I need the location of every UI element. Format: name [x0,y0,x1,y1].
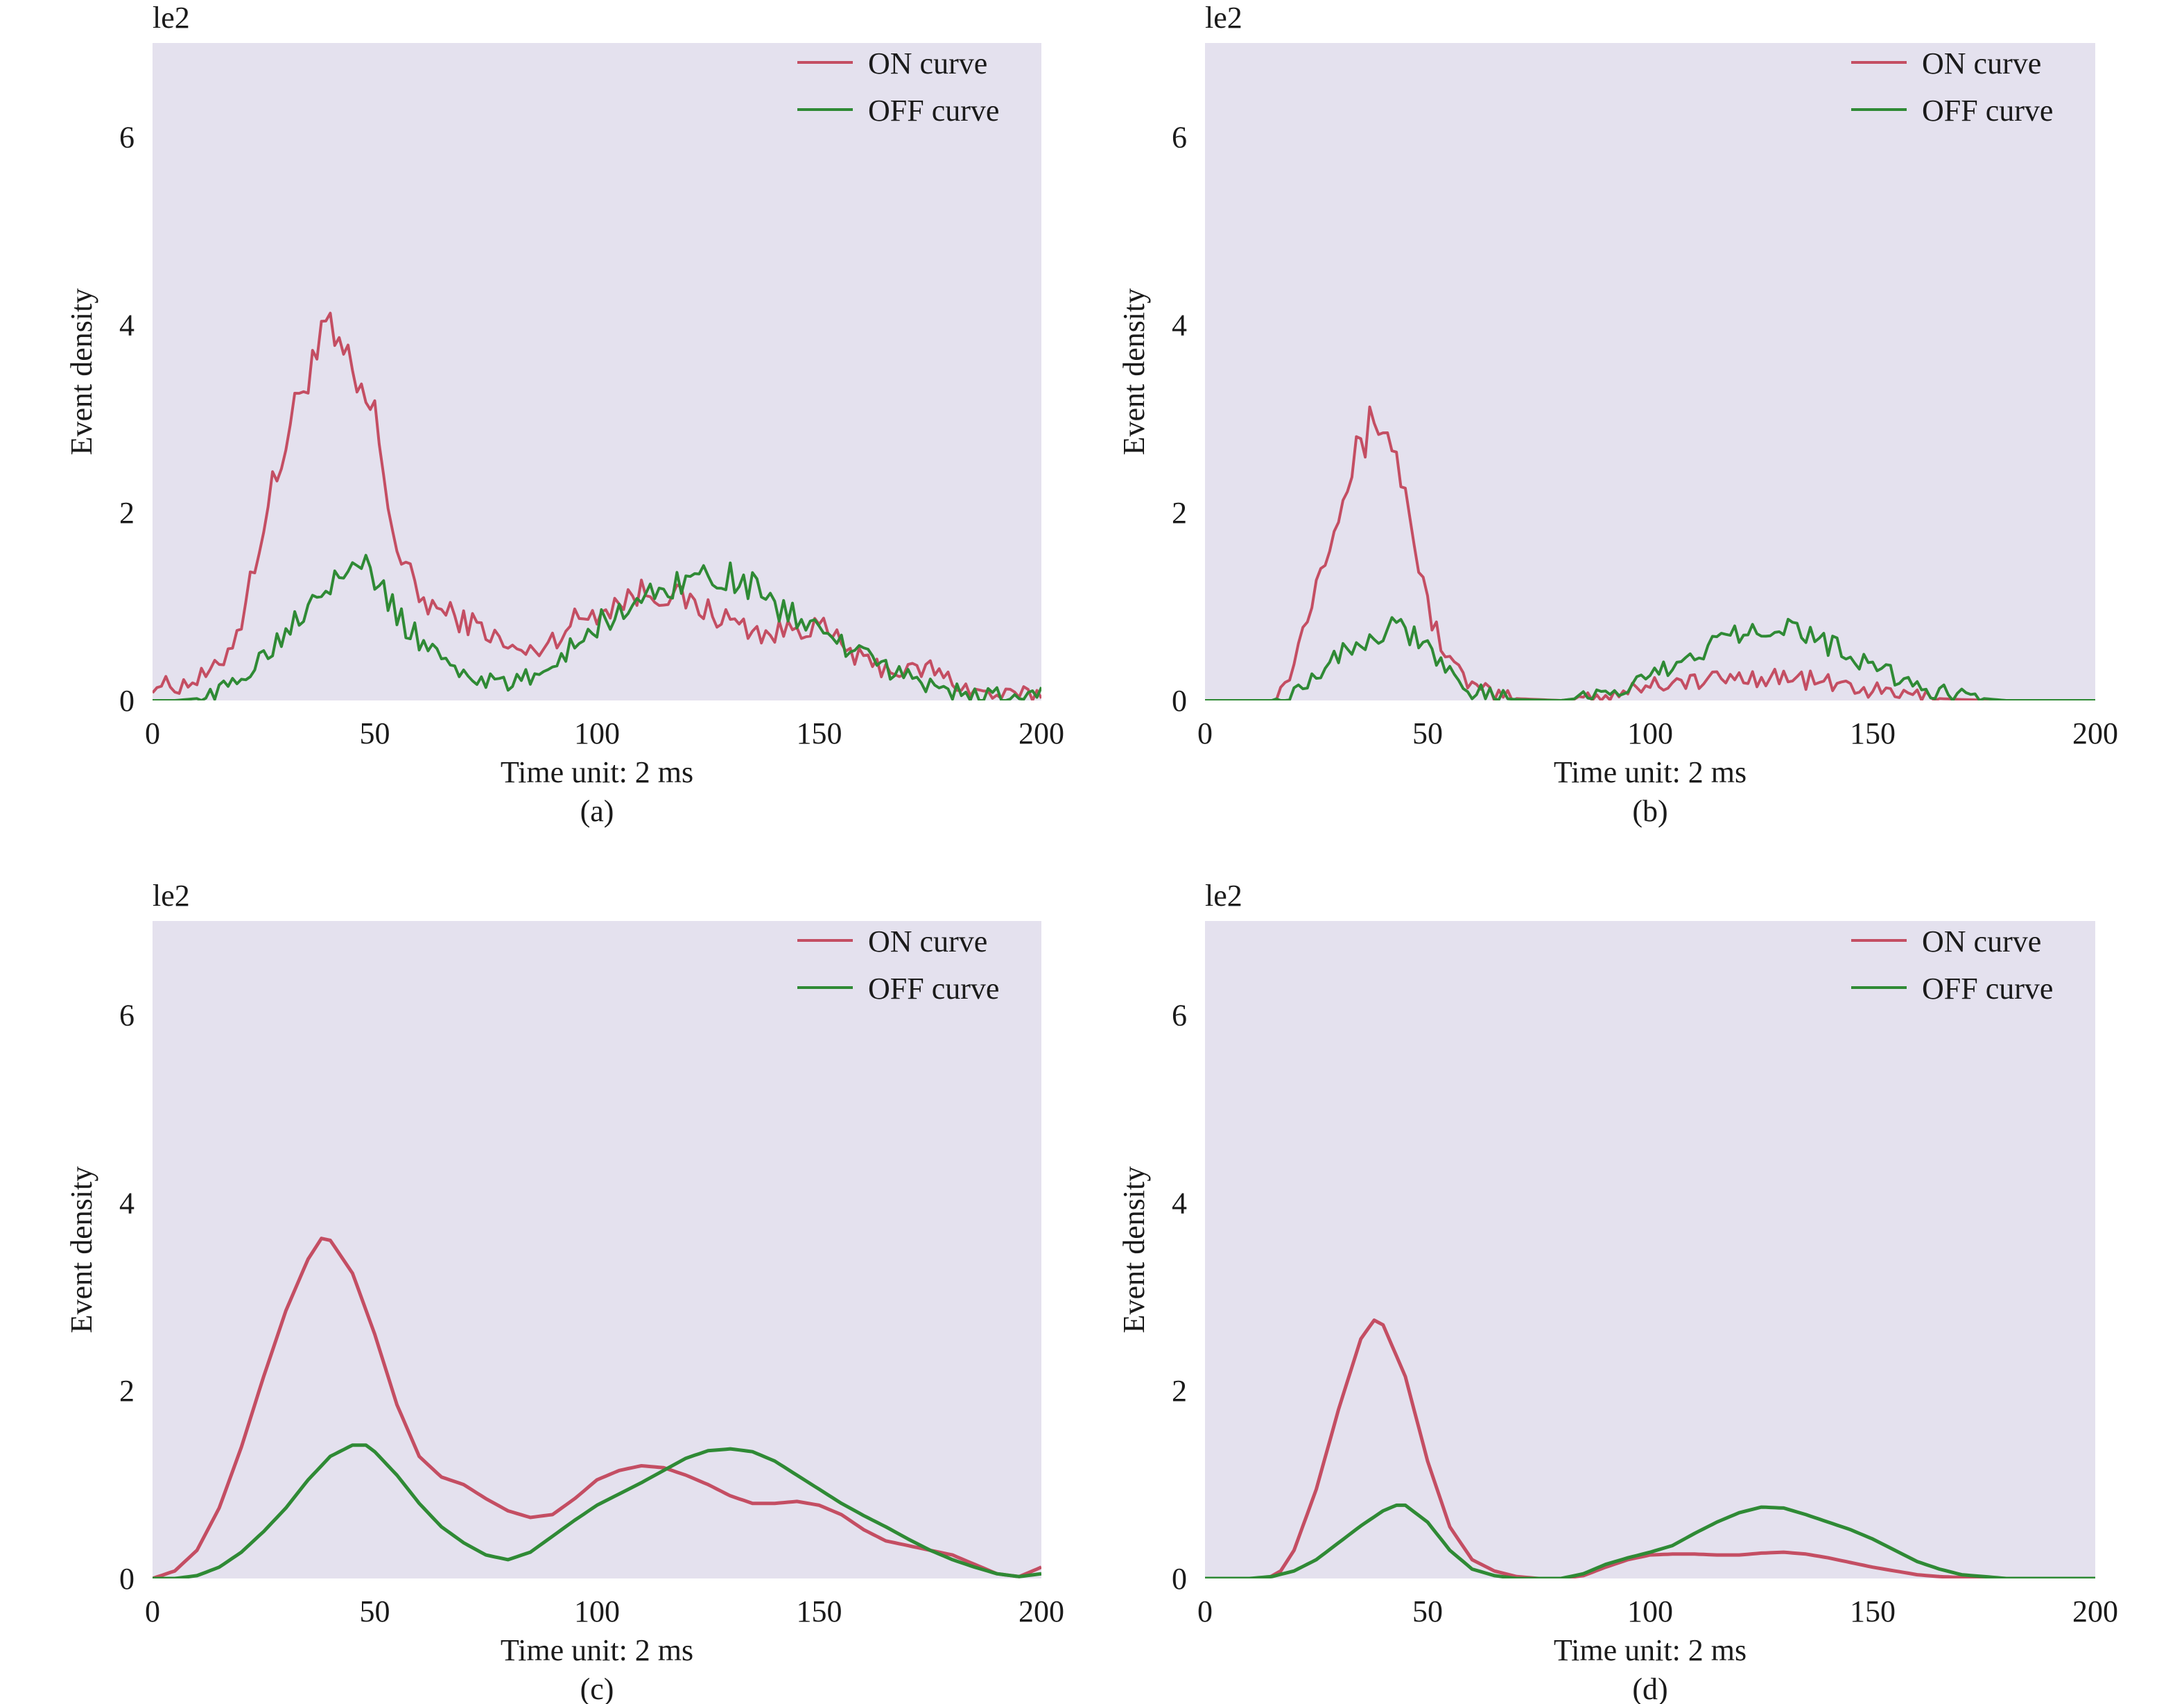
x-tick-label: 100 [1627,1594,1673,1628]
y-tick-label: 4 [119,1186,135,1220]
panel-caption: (c) [580,1672,614,1704]
y-tick-label: 6 [119,120,135,154]
plot-area [1205,921,2095,1578]
x-axis-label: Time unit: 2 ms [501,1633,693,1667]
legend-label: ON curve [1922,924,2041,958]
x-axis-label: Time unit: 2 ms [1554,1633,1747,1667]
series-line-off-curve [153,553,1041,700]
y-tick-label: 2 [1172,1374,1187,1408]
legend-label: ON curve [868,924,987,958]
y-tick-label: 0 [1172,1562,1187,1596]
y-tick-label: 2 [119,1374,135,1408]
legend-label: ON curve [868,46,987,80]
x-tick-label: 0 [1197,716,1213,750]
chart-panel-a: le2 0 2 4 6 0 50 100 150 200 Time unit: 2 ms Event … [64,1,1064,828]
panel-caption: (d) [1632,1672,1667,1704]
chart-panel-b: le2 0 2 4 6 0 50 100 150 200 Time unit: 2 ms Event … [1117,1,2118,828]
x-tick-label: 200 [1019,716,1064,750]
chart-panel-d: le2 0 2 4 6 0 50 100 150 200 Time unit: 2 ms Event … [1117,879,2118,1704]
x-tick-label: 100 [1627,716,1673,750]
y-multiplier-label: le2 [153,879,190,913]
y-tick-label: 6 [1172,998,1187,1032]
series-line-on-curve [153,1237,1041,1578]
x-tick-label: 0 [1197,1594,1213,1628]
x-tick-label: 0 [145,716,160,750]
series-line-on-curve [153,311,1041,700]
x-tick-label: 50 [360,716,390,750]
y-multiplier-label: le2 [1205,879,1242,913]
series-line-off-curve [1205,616,2095,700]
x-tick-label: 200 [2072,716,2118,750]
y-axis-label: Event density [64,1167,98,1334]
y-tick-label: 0 [1172,684,1187,718]
series-line-on-curve [1205,405,2095,700]
y-axis-label: Event density [1117,1167,1151,1334]
y-tick-label: 0 [119,684,135,718]
x-tick-label: 150 [797,716,842,750]
y-tick-label: 4 [1172,308,1187,342]
x-tick-label: 150 [797,1594,842,1628]
series-line-off-curve [1205,1503,2095,1578]
y-multiplier-label: le2 [153,1,190,35]
y-tick-label: 2 [1172,496,1187,530]
x-tick-label: 200 [2072,1594,2118,1628]
y-tick-label: 4 [1172,1186,1187,1220]
y-tick-label: 2 [119,496,135,530]
y-tick-label: 0 [119,1562,135,1596]
plot-area [153,921,1041,1578]
panel-caption: (b) [1632,794,1667,828]
x-tick-label: 150 [1850,716,1896,750]
y-multiplier-label: le2 [1205,1,1242,35]
chart-panel-c: le2 0 2 4 6 0 50 100 150 200 Time unit: 2 ms Event … [64,879,1064,1704]
x-tick-label: 150 [1850,1594,1896,1628]
legend-label: OFF curve [1922,94,2053,128]
y-tick-label: 6 [1172,120,1187,154]
y-axis-label: Event density [1117,289,1151,456]
legend-label: OFF curve [868,94,999,128]
y-tick-label: 4 [119,308,135,342]
y-axis-label: Event density [64,289,98,456]
x-tick-label: 100 [574,1594,620,1628]
x-axis-label: Time unit: 2 ms [1554,755,1747,789]
series-line-off-curve [153,1443,1041,1578]
legend-label: OFF curve [868,972,999,1006]
x-tick-label: 0 [145,1594,160,1628]
legend-label: ON curve [1922,46,2041,80]
plot-area [153,43,1041,700]
legend-label: OFF curve [1922,972,2053,1006]
plot-area [1205,43,2095,700]
x-tick-label: 50 [1412,716,1443,750]
y-tick-label: 6 [119,998,135,1032]
panel-caption: (a) [580,794,614,828]
x-tick-label: 50 [360,1594,390,1628]
x-tick-label: 100 [574,716,620,750]
x-axis-label: Time unit: 2 ms [501,755,693,789]
series-line-on-curve [1205,1318,2095,1578]
x-tick-label: 200 [1019,1594,1064,1628]
x-tick-label: 50 [1412,1594,1443,1628]
